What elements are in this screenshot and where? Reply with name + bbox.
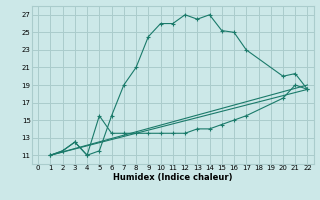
X-axis label: Humidex (Indice chaleur): Humidex (Indice chaleur) <box>113 173 233 182</box>
